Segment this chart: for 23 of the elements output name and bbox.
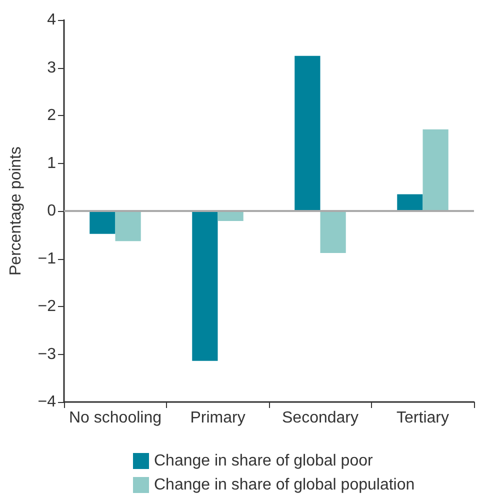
bar xyxy=(294,56,320,211)
x-tick-label: No schooling xyxy=(69,410,162,426)
legend-label: Change in share of global population xyxy=(154,476,415,494)
legend-label: Change in share of global poor xyxy=(154,452,374,470)
bar xyxy=(90,211,116,234)
bar xyxy=(397,194,423,211)
y-tick-label: 1 xyxy=(47,154,56,172)
x-tick-label: Secondary xyxy=(282,410,358,426)
y-tick-label: 2 xyxy=(47,107,56,124)
bar xyxy=(192,211,218,361)
y-tick-label: −2 xyxy=(38,298,56,315)
bar xyxy=(115,211,141,242)
x-tick-label: Primary xyxy=(190,410,246,426)
y-tick-label: −3 xyxy=(38,346,56,363)
y-tick-label: 3 xyxy=(47,59,56,76)
bar xyxy=(422,129,448,211)
y-tick-label: 4 xyxy=(47,12,56,28)
bar xyxy=(320,211,346,254)
y-tick-label: −1 xyxy=(38,250,56,268)
y-axis-title: Percentage points xyxy=(8,146,24,276)
x-tick-label: Tertiary xyxy=(396,410,449,426)
y-tick-label: 0 xyxy=(47,202,56,220)
y-tick-label: −4 xyxy=(38,394,56,410)
